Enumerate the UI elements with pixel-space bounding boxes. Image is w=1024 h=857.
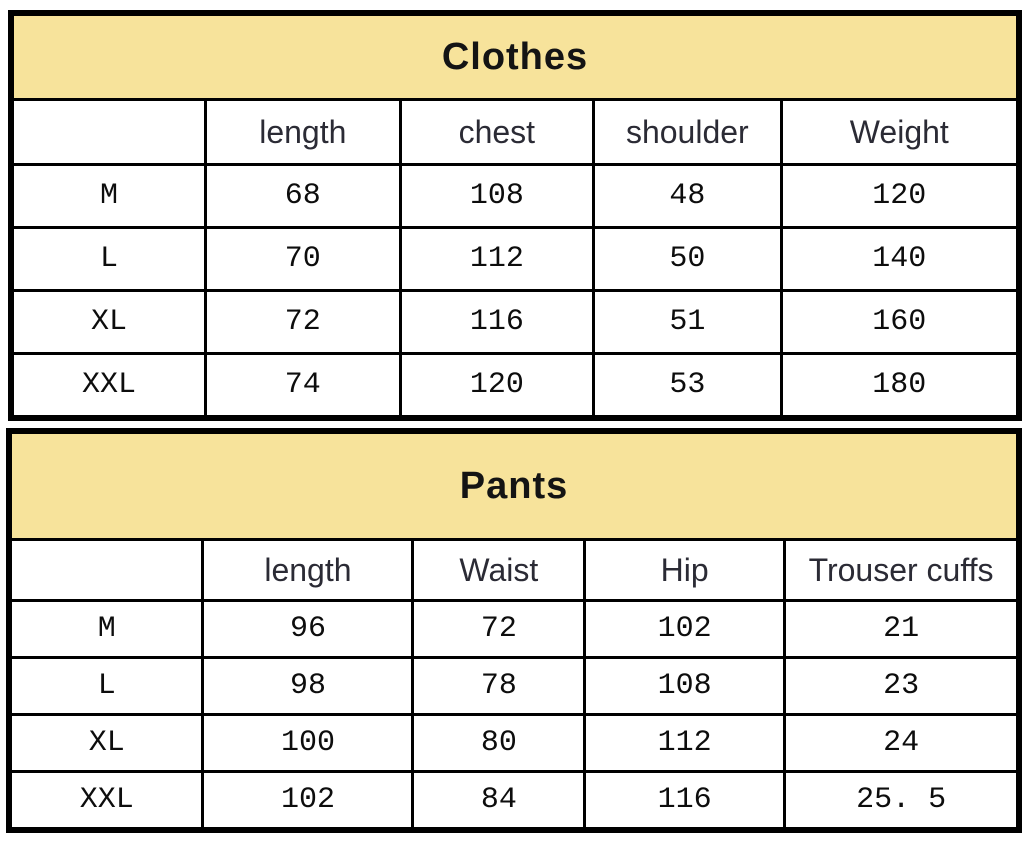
pants-table-title: Pants: [7, 429, 1021, 541]
table-row: L 70 112 50 140: [9, 226, 1021, 292]
column-header-length: length: [201, 538, 415, 602]
value-cell: 25. 5: [783, 770, 1021, 832]
size-cell: M: [7, 599, 205, 659]
clothes-table-title: Clothes: [9, 11, 1021, 101]
pants-table: Pants length Waist Hip Trouser cuffs M 9…: [6, 428, 1022, 833]
column-header-blank: [7, 538, 205, 602]
clothes-table: Clothes length chest shoulder Weight M 6…: [8, 10, 1022, 421]
pants-title-row: Pants: [7, 429, 1021, 541]
value-cell: 74: [204, 352, 402, 420]
column-header-length: length: [204, 98, 402, 166]
clothes-title-row: Clothes: [9, 11, 1021, 101]
column-header-shoulder: shoulder: [592, 98, 783, 166]
value-cell: 51: [592, 289, 783, 355]
column-header-chest: chest: [398, 98, 596, 166]
value-cell: 70: [204, 226, 402, 292]
value-cell: 23: [783, 656, 1021, 716]
value-cell: 120: [779, 163, 1021, 229]
value-cell: 96: [201, 599, 415, 659]
value-cell: 102: [583, 599, 787, 659]
table-row: XL 100 80 112 24: [7, 713, 1021, 773]
size-cell: XL: [7, 713, 205, 773]
table-row: M 96 72 102 21: [7, 599, 1021, 659]
value-cell: 21: [783, 599, 1021, 659]
size-cell: L: [9, 226, 208, 292]
value-cell: 84: [411, 770, 587, 832]
size-cell: L: [7, 656, 205, 716]
value-cell: 53: [592, 352, 783, 420]
value-cell: 24: [783, 713, 1021, 773]
value-cell: 140: [779, 226, 1021, 292]
value-cell: 100: [201, 713, 415, 773]
value-cell: 72: [411, 599, 587, 659]
pants-header-row: length Waist Hip Trouser cuffs: [7, 538, 1021, 602]
value-cell: 68: [204, 163, 402, 229]
value-cell: 102: [201, 770, 415, 832]
size-cell: M: [9, 163, 208, 229]
value-cell: 116: [583, 770, 787, 832]
column-header-waist: Waist: [411, 538, 587, 602]
value-cell: 98: [201, 656, 415, 716]
value-cell: 72: [204, 289, 402, 355]
table-row: M 68 108 48 120: [9, 163, 1021, 229]
size-cell: XXL: [9, 352, 208, 420]
column-header-trouser-cuffs: Trouser cuffs: [783, 538, 1021, 602]
value-cell: 108: [583, 656, 787, 716]
value-cell: 116: [398, 289, 596, 355]
column-header-hip: Hip: [583, 538, 787, 602]
value-cell: 80: [411, 713, 587, 773]
table-row: L 98 78 108 23: [7, 656, 1021, 716]
table-row: XL 72 116 51 160: [9, 289, 1021, 355]
table-row: XXL 74 120 53 180: [9, 352, 1021, 420]
table-row: XXL 102 84 116 25. 5: [7, 770, 1021, 832]
size-cell: XL: [9, 289, 208, 355]
column-header-weight: Weight: [779, 98, 1021, 166]
column-header-blank: [9, 98, 208, 166]
value-cell: 112: [398, 226, 596, 292]
size-cell: XXL: [7, 770, 205, 832]
value-cell: 108: [398, 163, 596, 229]
value-cell: 78: [411, 656, 587, 716]
size-chart-page: Clothes length chest shoulder Weight M 6…: [0, 10, 1024, 857]
value-cell: 180: [779, 352, 1021, 420]
value-cell: 48: [592, 163, 783, 229]
value-cell: 50: [592, 226, 783, 292]
value-cell: 120: [398, 352, 596, 420]
value-cell: 112: [583, 713, 787, 773]
value-cell: 160: [779, 289, 1021, 355]
clothes-header-row: length chest shoulder Weight: [9, 98, 1021, 166]
